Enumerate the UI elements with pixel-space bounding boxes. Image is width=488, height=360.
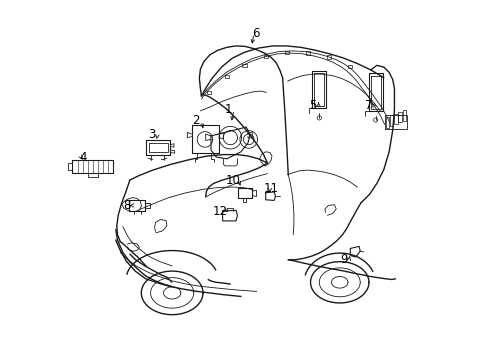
Bar (284, 50, 288, 54)
Text: 3: 3 (148, 129, 156, 141)
Bar (385, 117, 388, 128)
Bar (207, 91, 211, 94)
Text: 1: 1 (224, 103, 232, 116)
Bar (263, 55, 267, 58)
Text: 6: 6 (251, 27, 259, 40)
Bar (398, 112, 401, 122)
Text: 12: 12 (213, 204, 227, 217)
Bar (242, 64, 246, 67)
Text: 2: 2 (192, 114, 199, 127)
Text: 11: 11 (264, 182, 279, 195)
Text: 7: 7 (364, 99, 372, 112)
Text: 9: 9 (340, 252, 347, 266)
Bar (305, 51, 309, 55)
Text: 8: 8 (123, 199, 131, 212)
Bar (389, 116, 392, 126)
Text: 5: 5 (309, 99, 316, 112)
Text: 10: 10 (225, 174, 240, 187)
Bar (326, 55, 330, 59)
Bar (393, 114, 397, 124)
Bar (347, 65, 352, 68)
Text: 4: 4 (79, 150, 86, 163)
Bar (224, 75, 228, 78)
Bar (402, 110, 405, 121)
